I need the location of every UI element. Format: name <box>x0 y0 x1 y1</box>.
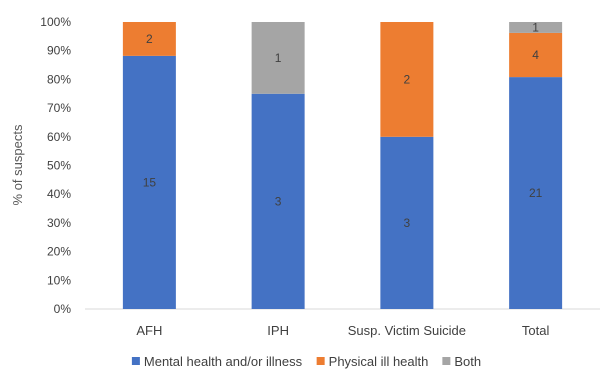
y-tick-label: 0% <box>54 302 72 316</box>
data-label: 2 <box>404 72 411 86</box>
bar-segment <box>122 22 176 56</box>
data-label: 3 <box>275 194 282 208</box>
bar-segment <box>380 136 434 309</box>
data-label: 15 <box>143 175 157 189</box>
data-label: 1 <box>275 51 282 65</box>
data-label: 2 <box>146 32 153 46</box>
legend-item: Physical ill health <box>316 354 429 369</box>
y-tick-label: 100% <box>40 15 71 29</box>
x-category-label: IPH <box>267 323 289 338</box>
legend-label: Both <box>454 354 481 369</box>
x-axis: AFH IPH Susp. Victim Suicide Total <box>136 323 549 338</box>
legend-swatch <box>442 357 451 365</box>
legend-label: Mental health and/or illness <box>144 354 303 369</box>
legend-swatch <box>316 357 325 365</box>
bar-segment <box>251 93 305 309</box>
y-tick-label: 60% <box>47 130 71 144</box>
legend: Mental health and/or illness Physical ill… <box>131 354 481 369</box>
y-tick-label: 80% <box>47 72 71 86</box>
y-axis: 0% 10% 20% 30% 40% 50% 60% 70% 80% 90% 100% <box>40 15 71 316</box>
bars: 15 2 3 1 3 2 21 4 1 <box>122 20 563 310</box>
data-label: 3 <box>404 216 411 230</box>
y-tick-label: 70% <box>47 101 71 115</box>
y-tick-label: 90% <box>47 44 71 58</box>
y-tick-label: 40% <box>47 187 71 201</box>
bar-segment <box>251 22 305 94</box>
y-tick-label: 10% <box>47 273 71 287</box>
y-tick-label: 30% <box>47 216 71 230</box>
bar-segment <box>380 22 434 137</box>
legend-item: Mental health and/or illness <box>131 354 303 369</box>
x-category-label: Susp. Victim Suicide <box>348 323 466 338</box>
y-tick-label: 20% <box>47 245 71 259</box>
bar-segment <box>509 22 563 33</box>
data-label: 1 <box>532 20 539 34</box>
x-category-label: AFH <box>136 323 162 338</box>
y-axis-title: % of suspects <box>10 124 25 205</box>
bar-segment <box>122 55 176 310</box>
x-category-label: Total <box>522 323 550 338</box>
bar-segment <box>509 77 563 309</box>
legend-item: Both <box>442 354 481 369</box>
legend-swatch <box>131 357 140 365</box>
data-label: 4 <box>532 48 539 62</box>
legend-label: Physical ill health <box>329 354 429 369</box>
data-label: 21 <box>529 186 543 200</box>
y-tick-label: 50% <box>47 159 71 173</box>
bar-segment <box>509 32 563 78</box>
